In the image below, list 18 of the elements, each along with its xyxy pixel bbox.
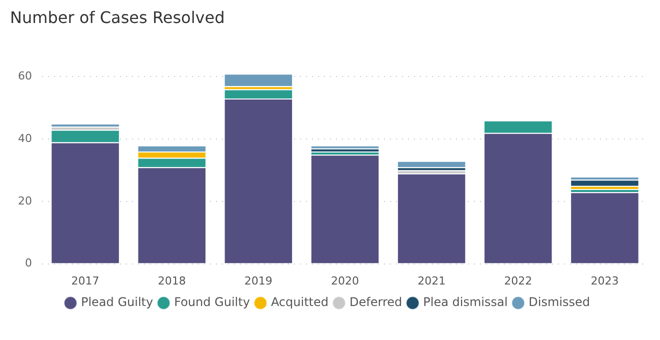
y-tick-label: 20 — [18, 194, 32, 208]
chart-title: Number of Cases Resolved — [10, 8, 226, 27]
legend-label: Plead Guilty — [80, 295, 154, 310]
x-tick-label: 2017 — [71, 274, 100, 288]
x-tick-label: 2018 — [158, 274, 186, 288]
x-tick-label: 2023 — [590, 274, 619, 288]
legend-label: Dismissed — [528, 295, 590, 310]
y-tick-label: 0 — [24, 256, 32, 270]
y-tick-label: 60 — [18, 70, 32, 83]
y-tick-label: 40 — [18, 132, 32, 145]
x-tick-label: 2020 — [331, 274, 359, 288]
legend-label: Plea dismissal — [423, 295, 508, 310]
x-tick-label: 2019 — [244, 274, 272, 288]
legend-label: Acquitted — [270, 295, 328, 310]
x-tick-label: 2022 — [504, 274, 532, 288]
legend-label: Deferred — [350, 295, 402, 310]
legend-label: Found Guilty — [174, 295, 250, 310]
x-tick-label: 2021 — [418, 274, 446, 288]
